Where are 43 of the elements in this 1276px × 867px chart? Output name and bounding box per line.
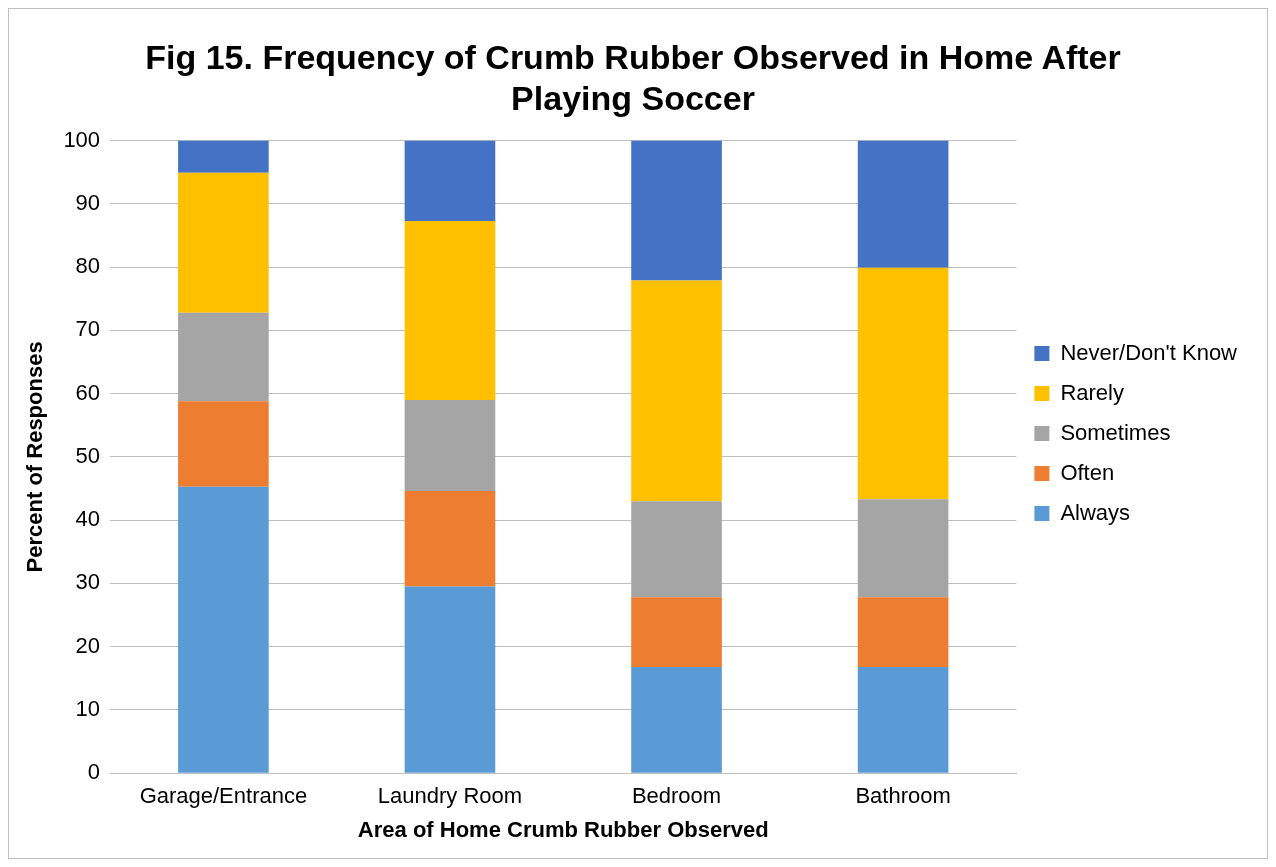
bar xyxy=(404,491,496,587)
y-tick-label: 70 xyxy=(75,316,101,342)
legend-label: Often xyxy=(1060,459,1115,485)
x-tick-label: Laundry Room xyxy=(377,783,523,809)
bar xyxy=(178,486,269,773)
chart-title: Fig 15. Frequency of Crumb Rubber Observed in Home After Playing Soccer xyxy=(145,37,1121,117)
bar xyxy=(857,140,949,268)
bar xyxy=(404,586,496,773)
legend-label: Rarely xyxy=(1060,379,1124,405)
y-tick-label: 30 xyxy=(75,569,101,595)
bar xyxy=(857,597,949,667)
y-axis-title: Percent of Responses xyxy=(22,341,48,573)
bar xyxy=(178,401,269,487)
y-tick-label: 40 xyxy=(75,506,101,532)
y-tick-label: 10 xyxy=(75,696,101,721)
x-tick-label: Bathroom xyxy=(855,783,951,809)
x-axis-title: Area of Home Crumb Rubber Observed xyxy=(357,816,769,842)
bar xyxy=(857,666,949,773)
bar xyxy=(631,666,722,773)
y-tick-label: 0 xyxy=(87,759,101,785)
legend-label: Never/Don't Know xyxy=(1060,339,1238,365)
bar xyxy=(631,280,722,502)
bar xyxy=(178,140,269,173)
y-tick-label: 60 xyxy=(75,379,101,405)
x-tick-label: Bedroom xyxy=(631,783,722,809)
bar xyxy=(404,140,496,221)
bar xyxy=(631,501,722,598)
x-tick-label: Garage/Entrance xyxy=(139,783,308,809)
y-tick-label: 80 xyxy=(75,253,101,279)
bar xyxy=(631,597,722,667)
legend-label: Sometimes xyxy=(1060,419,1171,445)
bar xyxy=(857,499,949,598)
y-tick-label: 50 xyxy=(75,442,101,468)
y-tick-label: 90 xyxy=(75,189,101,215)
bar xyxy=(178,312,269,402)
y-tick-label: 20 xyxy=(75,632,101,658)
bar xyxy=(178,172,269,313)
legend-label: Always xyxy=(1060,499,1131,525)
bar xyxy=(857,267,949,500)
bar xyxy=(404,220,496,400)
y-tick-label: 100 xyxy=(63,126,101,152)
bar xyxy=(404,399,496,492)
bar xyxy=(631,140,722,281)
